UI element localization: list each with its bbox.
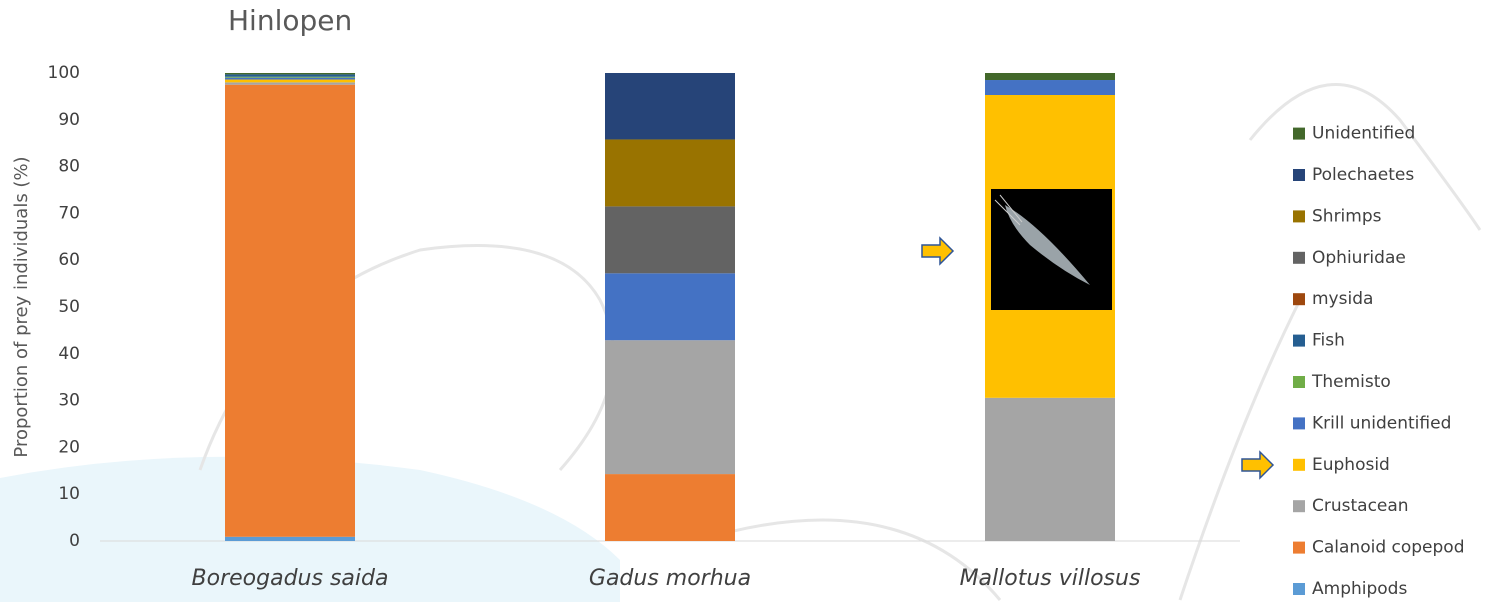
bar-segment <box>225 74 355 77</box>
bar-segment <box>605 73 735 140</box>
bar-segment <box>605 474 735 541</box>
legend-label: Themisto <box>1311 372 1391 392</box>
legend-swatch <box>1293 251 1305 264</box>
bar-segment <box>225 76 355 78</box>
legend-label: Krill unidentified <box>1312 413 1451 433</box>
bar-segment <box>985 73 1115 81</box>
bar-segment <box>225 73 355 75</box>
x-tick-label: Gadus morhua <box>589 566 751 591</box>
legend-label: Amphipods <box>1312 579 1407 599</box>
y-tick-label: 0 <box>69 531 80 551</box>
legend-label: Crustacean <box>1312 496 1409 516</box>
y-tick-label: 100 <box>48 63 80 83</box>
legend-swatch <box>1293 127 1305 140</box>
legend-swatch <box>1293 169 1305 181</box>
legend-label: Ophiuridae <box>1312 248 1406 268</box>
x-tick-label: Boreogadus saida <box>192 566 389 591</box>
bar-segment <box>225 536 355 541</box>
bar-segment <box>605 206 735 274</box>
legend-swatch <box>1293 293 1305 306</box>
bar-segment <box>605 340 735 475</box>
legend-swatch <box>1293 210 1305 223</box>
bar-segment <box>225 79 355 83</box>
y-tick-label: 20 <box>58 437 80 457</box>
bar-segment <box>225 82 355 85</box>
bar-segment <box>985 80 1115 95</box>
y-tick-label: 90 <box>58 110 80 130</box>
chart-title: Hinlopen <box>228 4 352 37</box>
y-tick-label: 40 <box>58 344 80 364</box>
legend-swatch <box>1293 334 1305 347</box>
arrow-marker <box>921 236 955 266</box>
legend-label: Polechaetes <box>1312 165 1414 185</box>
legend-label: Fish <box>1312 331 1345 351</box>
bar-segment <box>605 139 735 207</box>
legend-label: Unidentified <box>1312 124 1415 144</box>
y-tick-label: 70 <box>58 203 80 223</box>
legend-swatch <box>1293 541 1305 554</box>
legend-label: Shrimps <box>1312 206 1382 226</box>
bar-segment <box>225 84 355 537</box>
legend-swatch <box>1293 417 1305 430</box>
y-tick-label: 60 <box>58 250 80 270</box>
y-tick-label: 80 <box>58 157 80 177</box>
x-tick-label: Mallotus villosus <box>960 566 1141 591</box>
legend-swatch <box>1293 376 1305 388</box>
bar-segment <box>225 77 355 80</box>
legend-label: mysida <box>1312 289 1373 309</box>
legend-label: Euphosid <box>1312 455 1390 475</box>
y-tick-label: 30 <box>58 391 80 411</box>
y-tick-label: 10 <box>58 484 80 504</box>
legend-swatch <box>1293 583 1305 595</box>
y-axis-label: Proportion of prey individuals (%) <box>11 156 32 457</box>
y-tick-label: 50 <box>58 297 80 317</box>
bar-segment <box>605 273 735 341</box>
legend-swatch <box>1293 458 1305 471</box>
legend-label: Calanoid copepod <box>1312 538 1465 558</box>
krill-photo <box>991 189 1112 310</box>
legend-swatch <box>1293 500 1305 513</box>
bar-segment <box>985 397 1115 541</box>
arrow-marker <box>1241 450 1275 480</box>
background-watermark <box>0 83 1482 602</box>
